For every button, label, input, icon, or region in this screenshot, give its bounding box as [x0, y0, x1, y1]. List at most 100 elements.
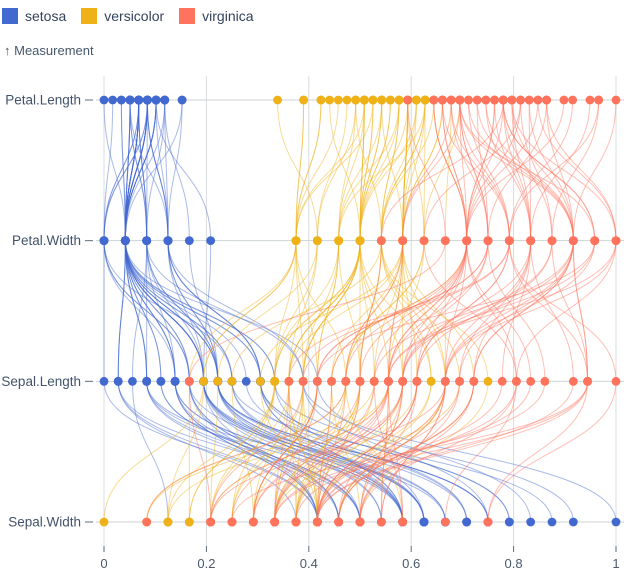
data-point: [355, 517, 365, 527]
data-point: [99, 376, 109, 386]
data-point: [412, 95, 421, 105]
data-point: [312, 376, 322, 386]
data-point: [128, 376, 137, 386]
parallel-line: [252, 99, 489, 523]
parallel-line: [124, 99, 574, 523]
y-axis-title-measurement: ↑ Measurement: [4, 43, 94, 58]
data-point: [611, 95, 621, 105]
parallel-line: [316, 99, 452, 523]
data-point: [412, 376, 422, 386]
data-point: [359, 95, 369, 105]
parallel-line: [146, 99, 617, 523]
parallel-line: [120, 99, 361, 523]
data-point: [516, 95, 525, 105]
parallel-line: [274, 99, 532, 523]
parallel-line: [117, 99, 297, 523]
lines-layer: [103, 99, 617, 523]
dimension-label: Sepal.Length: [1, 374, 81, 389]
parallel-line: [138, 99, 404, 523]
parallel-line: [146, 99, 489, 523]
parallel-line: [124, 99, 425, 523]
parallel-line: [103, 99, 318, 523]
data-point: [568, 236, 578, 246]
data-point: [341, 376, 351, 386]
data-point: [99, 95, 109, 105]
data-point: [334, 517, 344, 527]
parallel-line: [295, 99, 426, 523]
parallel-line: [103, 99, 340, 523]
parallel-line: [124, 99, 425, 523]
parallel-line: [146, 99, 409, 523]
parallel-line: [274, 99, 548, 523]
parallel-line: [274, 99, 426, 523]
data-point: [542, 95, 551, 105]
data-point: [481, 95, 491, 105]
data-point: [429, 95, 439, 105]
data-point: [199, 376, 208, 386]
data-point: [312, 517, 322, 527]
parallel-line: [146, 99, 452, 523]
parallel-line: [164, 99, 510, 523]
parallel-line: [288, 99, 409, 523]
parallel-line: [274, 99, 418, 523]
series-lines-setosa: [103, 99, 617, 523]
parallel-line: [316, 99, 574, 523]
parallel-line: [487, 99, 600, 523]
parallel-line: [387, 99, 596, 523]
data-point: [355, 236, 365, 246]
data-point: [284, 376, 294, 386]
parallel-line: [146, 99, 365, 523]
parallel-line: [274, 99, 600, 523]
data-point: [270, 376, 280, 386]
data-point: [507, 95, 517, 105]
parallel-line: [252, 99, 383, 523]
data-point: [291, 517, 301, 527]
data-point: [351, 95, 361, 105]
data-point: [342, 95, 352, 105]
data-point: [142, 236, 152, 246]
parallel-line: [117, 99, 361, 523]
parallel-line: [164, 99, 382, 523]
parallel-line: [316, 99, 468, 523]
parallel-line: [359, 99, 539, 523]
parallel-line: [338, 99, 446, 523]
data-point: [568, 95, 578, 105]
data-point: [142, 376, 152, 386]
data-point: [298, 376, 308, 386]
parallel-line: [316, 99, 417, 523]
parallel-line: [210, 99, 489, 523]
data-point: [312, 236, 322, 246]
parallel-line: [338, 99, 446, 523]
parallel-line: [274, 99, 461, 523]
parallel-line: [316, 99, 591, 523]
parallel-line: [274, 99, 510, 523]
parallel-line: [124, 99, 404, 523]
x-tick-label: 0.6: [402, 556, 420, 571]
data-point: [568, 376, 578, 386]
parallel-line: [295, 99, 409, 523]
data-point: [134, 95, 144, 105]
data-point: [590, 236, 600, 246]
parallel-line: [316, 99, 496, 523]
parallel-line: [103, 99, 318, 523]
parallel-line: [210, 99, 318, 523]
data-point: [426, 376, 436, 386]
parallel-line: [288, 99, 374, 523]
dimension-label: Petal.Length: [5, 93, 81, 108]
data-point: [206, 236, 216, 246]
parallel-line: [252, 99, 489, 523]
parallel-line: [167, 99, 365, 523]
data-point: [594, 95, 604, 105]
x-tick-label: 0.2: [197, 556, 215, 571]
data-point: [611, 517, 621, 527]
data-point: [498, 95, 508, 105]
parallel-line: [316, 99, 510, 523]
data-point: [462, 517, 472, 527]
parallel-line: [124, 99, 404, 523]
data-point: [384, 376, 393, 386]
data-point: [151, 95, 161, 105]
data-point: [526, 376, 536, 386]
parallel-line: [338, 99, 496, 523]
data-point: [142, 95, 152, 105]
parallel-line: [167, 99, 400, 523]
